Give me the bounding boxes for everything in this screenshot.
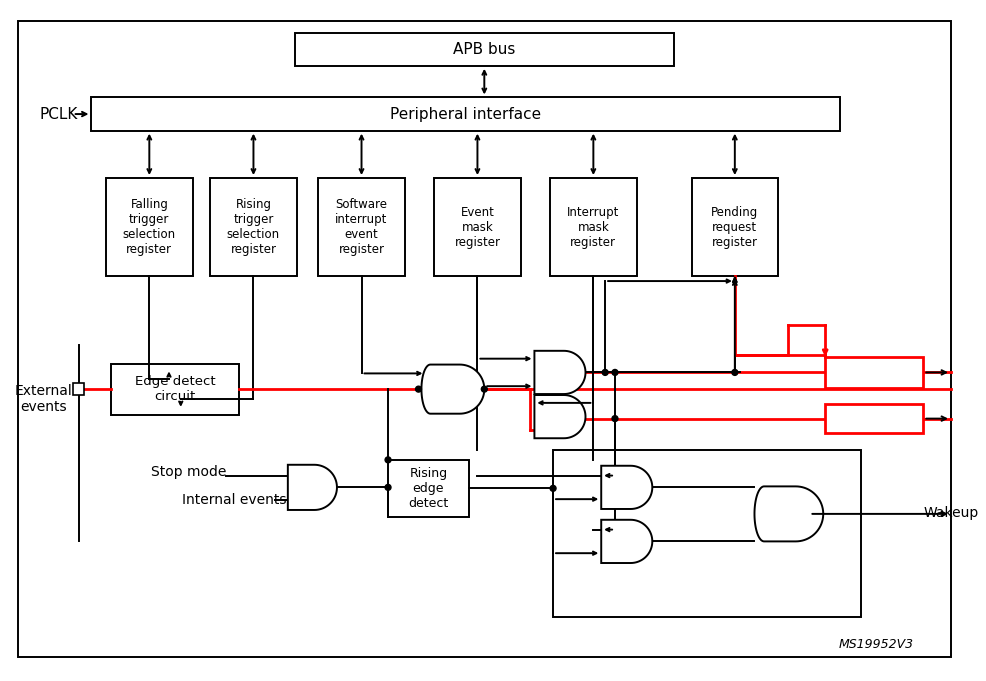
Bar — [553, 450, 861, 617]
Circle shape — [386, 457, 391, 463]
Bar — [434, 178, 521, 276]
Circle shape — [550, 486, 556, 491]
Polygon shape — [421, 364, 484, 413]
Bar — [825, 404, 924, 433]
Polygon shape — [534, 351, 586, 394]
Circle shape — [386, 484, 391, 490]
Circle shape — [732, 370, 738, 375]
Text: Interrupts: Interrupts — [840, 366, 908, 379]
Text: Falling
trigger
selection
register: Falling trigger selection register — [123, 198, 176, 256]
Text: Pending
request
register: Pending request register — [711, 206, 758, 249]
Bar — [73, 383, 85, 395]
Circle shape — [415, 386, 421, 392]
Polygon shape — [601, 520, 653, 563]
Bar — [550, 178, 637, 276]
Text: Peripheral interface: Peripheral interface — [390, 106, 541, 122]
Circle shape — [481, 386, 487, 392]
Circle shape — [602, 370, 608, 375]
Text: Interrupt
mask
register: Interrupt mask register — [567, 206, 619, 249]
Text: APB bus: APB bus — [454, 42, 516, 57]
Text: MS19952V3: MS19952V3 — [838, 638, 914, 651]
Bar — [388, 460, 468, 517]
Text: Rising
trigger
selection
register: Rising trigger selection register — [227, 198, 280, 256]
Polygon shape — [754, 486, 823, 541]
Bar — [111, 364, 239, 415]
Circle shape — [612, 415, 618, 422]
Polygon shape — [601, 466, 653, 509]
Text: Events: Events — [851, 411, 898, 426]
Bar — [825, 357, 924, 388]
Text: PCLK: PCLK — [39, 106, 78, 122]
Polygon shape — [534, 395, 586, 439]
Polygon shape — [288, 464, 337, 510]
Text: Event
mask
register: Event mask register — [455, 206, 501, 249]
Text: External
events: External events — [15, 384, 72, 414]
Circle shape — [612, 370, 618, 375]
Bar — [295, 33, 673, 66]
Text: Rising
edge
detect: Rising edge detect — [408, 467, 449, 510]
Text: Wakeup: Wakeup — [924, 506, 979, 520]
Bar — [106, 178, 192, 276]
Bar — [318, 178, 404, 276]
Text: Internal events: Internal events — [181, 493, 286, 507]
Bar — [691, 178, 778, 276]
Text: Edge detect
circuit: Edge detect circuit — [134, 375, 215, 403]
Bar — [210, 178, 297, 276]
Bar — [92, 97, 840, 131]
Text: Software
interrupt
event
register: Software interrupt event register — [335, 198, 387, 256]
Text: Stop mode: Stop mode — [151, 464, 226, 479]
